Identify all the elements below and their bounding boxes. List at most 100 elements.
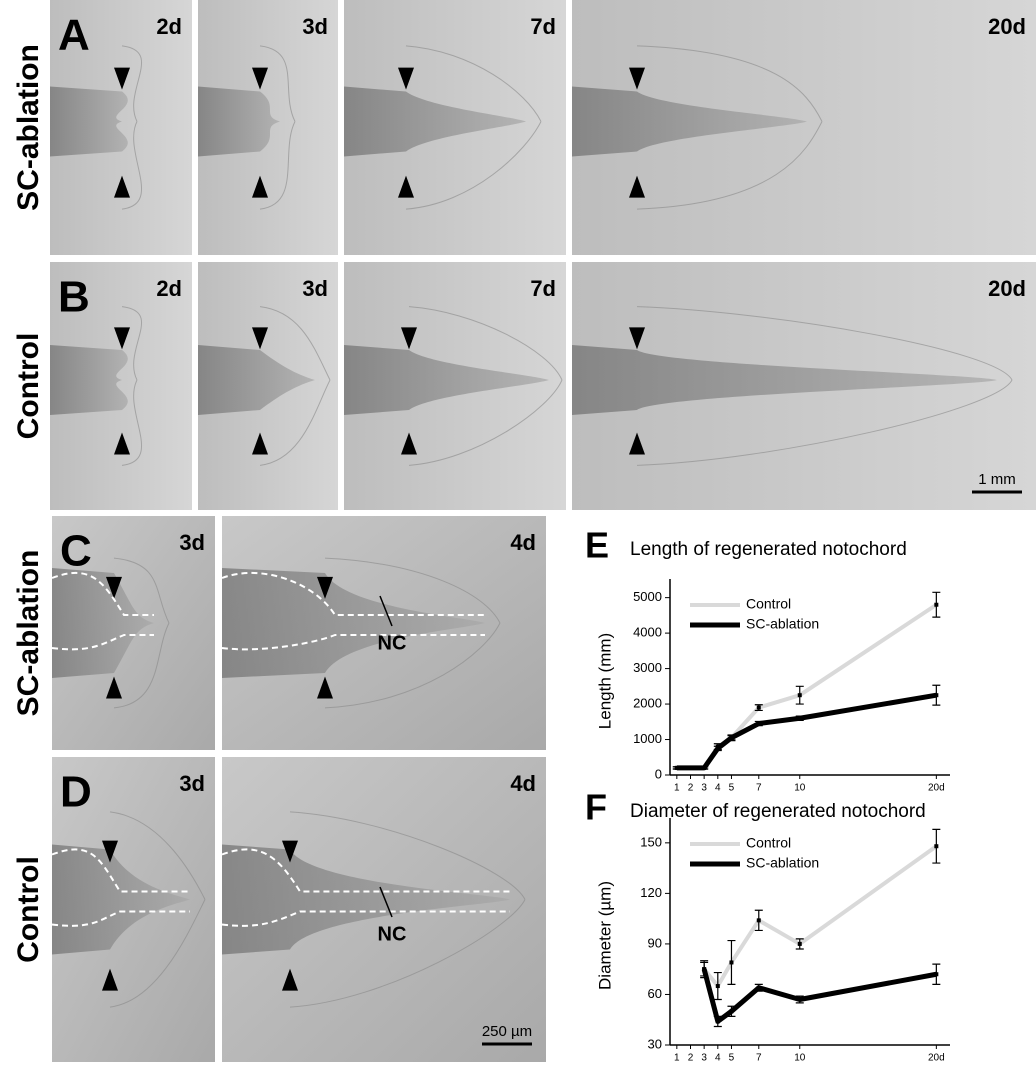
series-line — [676, 692, 937, 771]
point — [702, 765, 707, 770]
fin-outline — [636, 45, 823, 210]
arrowhead — [114, 432, 130, 455]
arrowhead — [102, 840, 118, 863]
point — [674, 765, 679, 770]
arrowhead — [282, 840, 298, 863]
arrowhead — [317, 576, 333, 599]
fin-tissue — [344, 86, 526, 157]
time-label: 4d — [510, 771, 536, 796]
x-tick-label: 4 — [715, 1053, 721, 1064]
time-label: 2d — [156, 14, 182, 39]
arrowhead — [282, 968, 298, 991]
row-label: SC-ablation — [12, 44, 45, 211]
fin-tissue — [572, 345, 997, 415]
row-label: SC-ablation — [12, 550, 45, 717]
legend-label: SC-ablation — [746, 855, 819, 871]
point — [715, 984, 720, 989]
x-tick-label: 1 — [674, 783, 680, 794]
arrowhead — [252, 327, 268, 350]
arrowhead — [106, 576, 122, 599]
point — [702, 967, 707, 972]
arrowhead — [629, 432, 645, 455]
fin-outline — [405, 45, 542, 210]
panel-letter: F — [585, 787, 607, 828]
panel-letter: A — [58, 11, 90, 60]
time-label: 3d — [179, 530, 205, 555]
point — [934, 844, 939, 849]
notochord-outline — [221, 571, 485, 651]
y-axis-label: Diameter (µm) — [595, 881, 614, 990]
arrowhead — [114, 327, 130, 350]
x-tick-label: 10 — [794, 1053, 806, 1064]
arrowhead — [629, 67, 645, 90]
arrowhead — [106, 676, 122, 699]
y-tick-label: 4000 — [633, 625, 662, 640]
panel-letter: D — [60, 768, 92, 817]
arrowhead — [252, 67, 268, 90]
fin-outline — [113, 557, 170, 709]
y-tick-label: 3000 — [633, 660, 662, 675]
x-tick-label: 5 — [729, 1053, 735, 1064]
point — [729, 1009, 734, 1014]
annotation-pointer — [379, 886, 393, 918]
point — [797, 693, 802, 698]
point — [797, 997, 802, 1002]
series-line — [701, 968, 937, 1024]
arrowhead — [317, 676, 333, 699]
point — [729, 960, 734, 965]
fin-tissue — [198, 86, 280, 157]
x-tick-label: 7 — [756, 1053, 762, 1064]
y-tick-label: 2000 — [633, 695, 662, 710]
fin-outline — [324, 557, 501, 709]
fin-outline — [121, 45, 142, 210]
arrowhead — [114, 175, 130, 198]
point — [729, 735, 734, 740]
notochord-outline — [51, 848, 190, 927]
legend-label: SC-ablation — [746, 616, 819, 632]
x-tick-label: 1 — [674, 1053, 680, 1064]
y-axis-label: Length (mm) — [595, 633, 614, 729]
y-tick-label: 150 — [640, 834, 662, 849]
time-label: 20d — [988, 14, 1026, 39]
time-label: 3d — [302, 276, 328, 301]
y-tick-label: 30 — [648, 1036, 662, 1051]
time-label: 4d — [510, 530, 536, 555]
point — [756, 721, 761, 726]
arrowhead — [252, 432, 268, 455]
legend-label: Control — [746, 835, 791, 851]
chart-title: Length of regenerated notochord — [630, 539, 907, 560]
y-tick-label: 60 — [648, 986, 662, 1001]
panel-letter: C — [60, 527, 92, 576]
x-tick-label: 20d — [928, 1053, 945, 1064]
fin-outline — [408, 306, 563, 466]
point — [756, 705, 761, 710]
arrowhead — [398, 175, 414, 198]
point — [756, 918, 761, 923]
point — [715, 746, 720, 751]
arrowhead — [401, 327, 417, 350]
arrowhead — [252, 175, 268, 198]
fin-tissue — [50, 86, 128, 157]
fin-tissue — [222, 844, 510, 955]
annotation-pointer — [379, 595, 393, 627]
annotation: NC — [378, 923, 407, 945]
arrowhead — [102, 968, 118, 991]
arrowhead — [114, 67, 130, 90]
arrowhead — [629, 175, 645, 198]
annotation: NC — [378, 632, 407, 654]
arrowhead — [401, 432, 417, 455]
legend-label: Control — [746, 596, 791, 612]
scale-bar-label: 250 µm — [482, 1023, 532, 1040]
point — [756, 985, 761, 990]
fin-tissue — [52, 844, 190, 955]
panel-letter: B — [58, 273, 90, 322]
chart-title: Diameter of regenerated notochord — [630, 801, 926, 822]
fin-tissue — [52, 568, 154, 678]
point — [797, 716, 802, 721]
x-tick-label: 3 — [701, 1053, 707, 1064]
time-label: 7d — [530, 276, 556, 301]
time-label: 7d — [530, 14, 556, 39]
fin-outline — [289, 811, 526, 1008]
x-tick-label: 2 — [688, 783, 694, 794]
